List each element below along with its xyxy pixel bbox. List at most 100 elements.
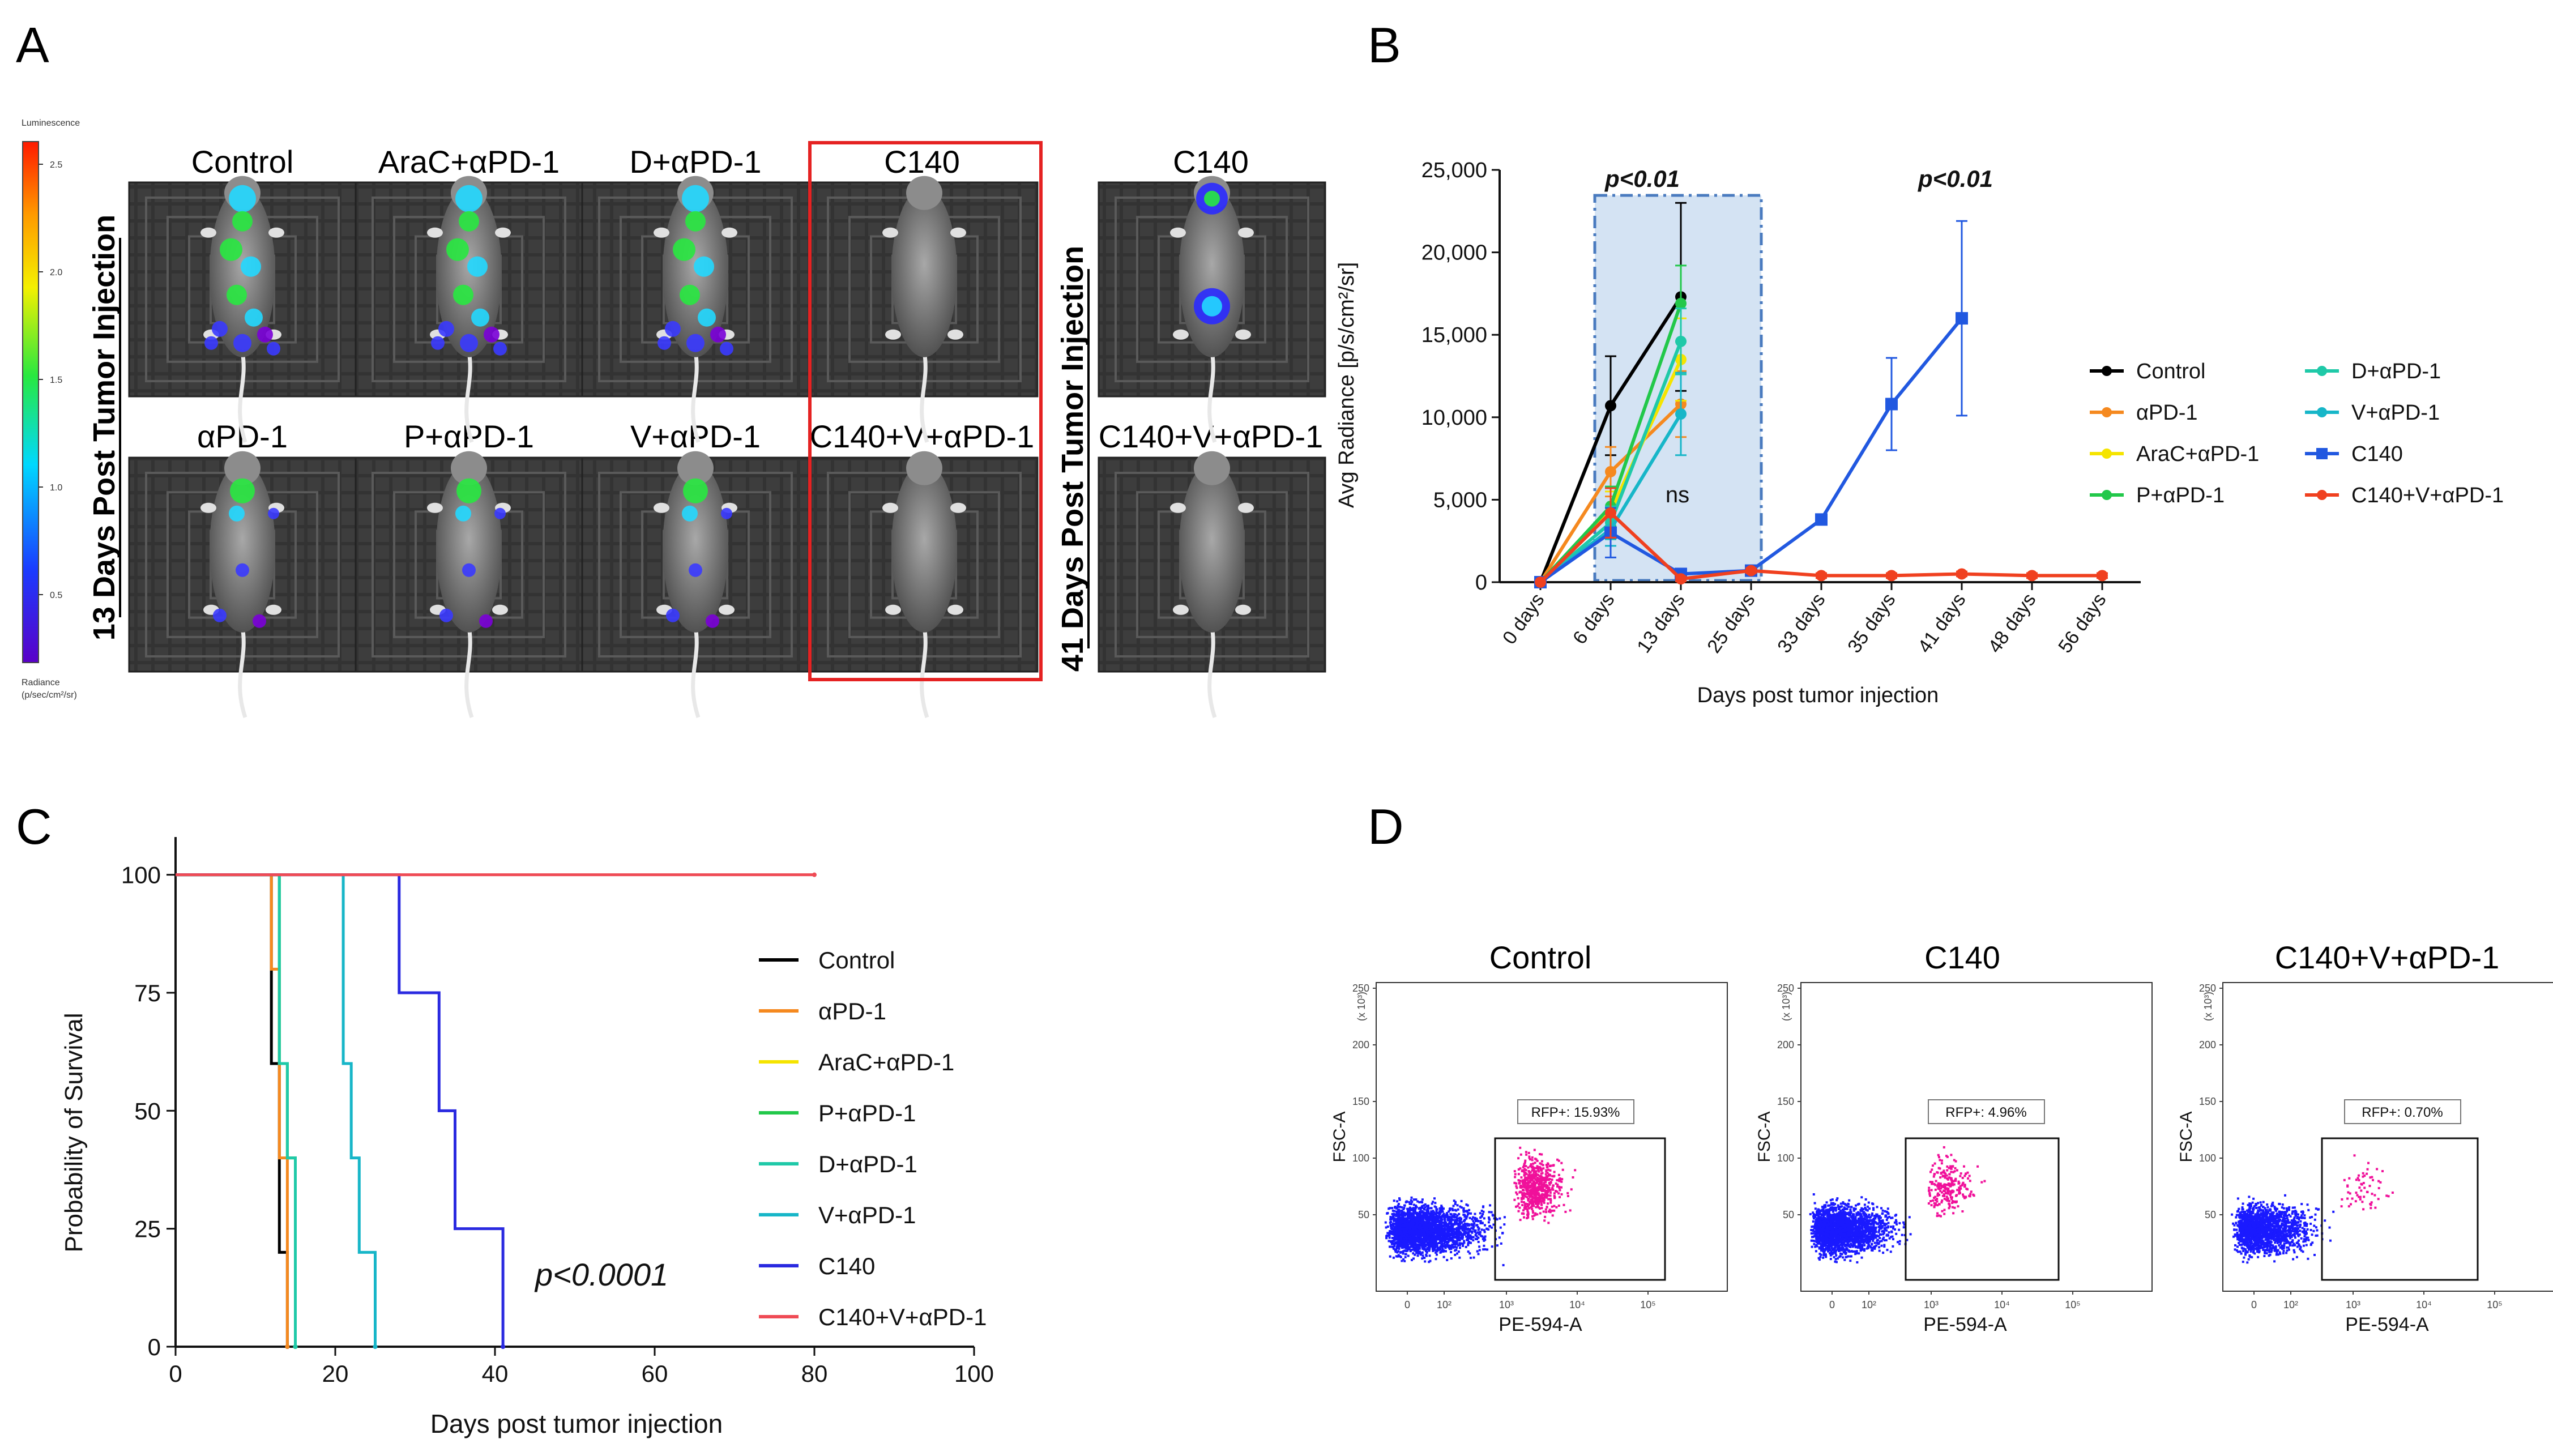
flow-event — [1867, 1237, 1870, 1240]
panel-c-xtick-label: 0 — [169, 1360, 182, 1387]
flow-event — [1458, 1217, 1461, 1220]
flow-event — [1529, 1184, 1532, 1187]
luminescence-spot — [253, 614, 266, 628]
flow-event — [1466, 1210, 1468, 1212]
flow-event — [1470, 1237, 1473, 1240]
mouse-paw — [722, 227, 737, 238]
flow-event — [1411, 1245, 1414, 1248]
flow-event — [1528, 1173, 1531, 1176]
mouse-paw — [495, 227, 511, 238]
luminescence-spot — [686, 334, 705, 352]
flow-event — [1424, 1203, 1427, 1206]
flow-event — [1398, 1248, 1401, 1250]
flow-event — [1432, 1201, 1435, 1203]
flow-event — [1412, 1211, 1415, 1213]
flow-event — [1439, 1245, 1442, 1248]
luminescence-spot — [706, 614, 719, 628]
flow-event — [1544, 1181, 1547, 1184]
mouse-paw — [950, 502, 966, 513]
flow-event — [1462, 1223, 1465, 1226]
flow-event — [1424, 1211, 1427, 1214]
flow-event — [1401, 1218, 1403, 1220]
flow-ytick-label: 200 — [1777, 1039, 1794, 1051]
flow-event — [1457, 1244, 1459, 1247]
luminescence-spot — [673, 238, 695, 261]
flow-event — [1479, 1220, 1482, 1223]
flow-event — [1522, 1188, 1525, 1191]
flow-event — [1445, 1215, 1448, 1218]
flow-event — [1424, 1245, 1427, 1248]
flow-event — [1560, 1186, 1562, 1189]
flow-event — [1443, 1242, 1446, 1245]
flow-event — [1526, 1208, 1529, 1211]
flow-event — [1431, 1239, 1433, 1241]
panel-b-point — [1675, 297, 1687, 309]
flow-event — [1872, 1237, 1875, 1240]
flow-event — [1426, 1234, 1429, 1237]
panel-c-legend-label: αPD-1 — [818, 998, 886, 1024]
flow-event — [1425, 1226, 1428, 1228]
flow-event — [1415, 1205, 1417, 1207]
flow-event — [1540, 1185, 1543, 1188]
flow-event — [1532, 1162, 1535, 1165]
flow-event — [1426, 1246, 1429, 1249]
flow-event — [1478, 1227, 1480, 1230]
flow-event — [1531, 1215, 1534, 1218]
flow-event — [1530, 1195, 1532, 1198]
flow-event — [1435, 1215, 1438, 1218]
flow-event — [1391, 1231, 1394, 1233]
flow-event — [1813, 1230, 1816, 1233]
flow-event — [1419, 1212, 1421, 1215]
flow-event — [1393, 1233, 1395, 1236]
panel-b-legend-label: D+αPD-1 — [2351, 360, 2441, 383]
flow-event — [1458, 1230, 1461, 1233]
flow-event — [1556, 1158, 1559, 1161]
flow-event — [1527, 1193, 1530, 1195]
flow-event — [1524, 1159, 1527, 1162]
luminescence-spot — [721, 507, 732, 519]
panel-c-legend-label: C140 — [818, 1253, 875, 1279]
luminescence-spot — [680, 284, 700, 305]
flow-event — [1476, 1219, 1479, 1222]
flow-event — [1401, 1233, 1403, 1235]
flow-event — [1406, 1249, 1409, 1252]
flow-event — [1888, 1215, 1891, 1218]
flow-event — [1414, 1207, 1417, 1210]
flow-event — [1540, 1202, 1543, 1205]
flow-event — [1399, 1220, 1402, 1223]
flow-event — [1415, 1216, 1418, 1219]
flow-event — [1864, 1206, 1867, 1209]
flow-event — [1442, 1207, 1445, 1210]
flow-event — [1444, 1233, 1446, 1236]
flow-event — [1463, 1229, 1466, 1232]
flow-event — [1539, 1162, 1542, 1165]
flow-event — [1869, 1228, 1872, 1231]
flow-event — [1449, 1219, 1451, 1222]
flow-event — [1415, 1240, 1418, 1242]
flow-event — [1530, 1163, 1532, 1165]
flow-event — [1543, 1194, 1546, 1197]
flow-event — [1419, 1235, 1421, 1237]
flow-event — [1432, 1244, 1435, 1246]
flow-event — [1852, 1244, 1855, 1247]
flow-event — [1445, 1236, 1448, 1239]
flow-event — [1487, 1228, 1490, 1231]
flow-event — [1533, 1185, 1536, 1188]
flow-event — [1413, 1222, 1415, 1225]
flow-event — [1395, 1227, 1398, 1230]
flow-event — [1430, 1232, 1433, 1235]
flow-event — [1403, 1204, 1406, 1207]
flow-event — [1444, 1236, 1446, 1239]
flow-event — [1521, 1198, 1523, 1201]
flow-event — [1446, 1233, 1448, 1236]
flow-event — [1525, 1151, 1527, 1154]
panel-c-legend-label: P+αPD-1 — [818, 1100, 916, 1126]
flow-event — [1391, 1212, 1394, 1215]
flow-event — [1531, 1199, 1534, 1202]
flow-event — [1393, 1245, 1396, 1248]
flow-event — [1531, 1182, 1534, 1185]
flow-event — [1449, 1212, 1452, 1215]
flow-event — [1465, 1246, 1467, 1248]
mouse-paw — [950, 227, 966, 238]
flow-event — [1416, 1219, 1419, 1222]
